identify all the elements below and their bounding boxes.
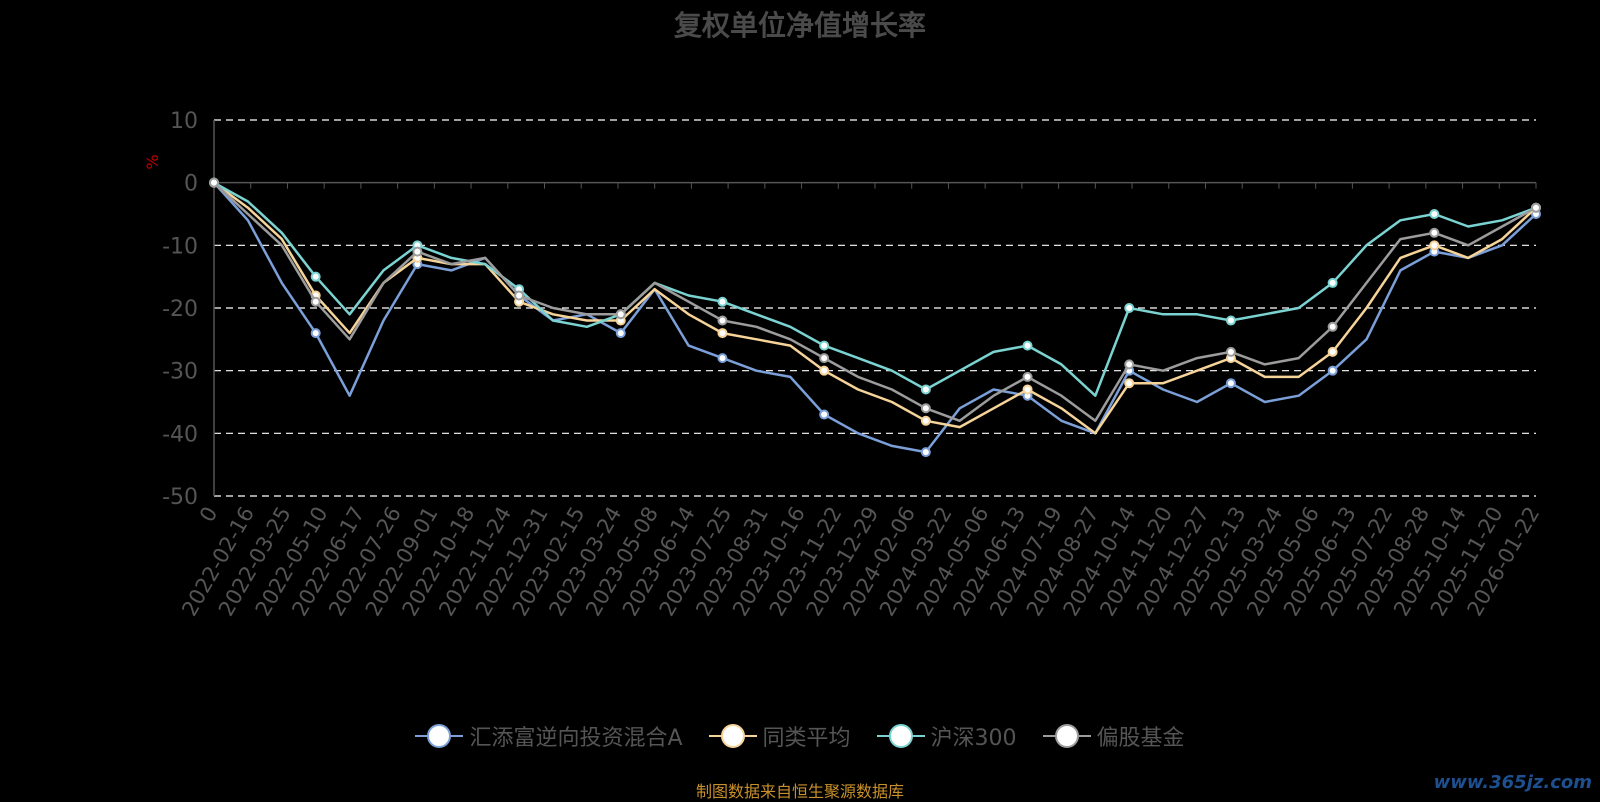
- series-point: [717, 353, 728, 364]
- series-point: [1124, 378, 1135, 389]
- legend-label: 偏股基金: [1096, 726, 1185, 751]
- series-point: [1124, 303, 1135, 313]
- legend: 汇添富逆向投资混合A 同类平均 沪深300 偏股基金: [0, 720, 1600, 752]
- legend-swatch-icon: [708, 723, 757, 749]
- series-point: [920, 415, 931, 426]
- series-point: [1225, 346, 1236, 357]
- series-point: [920, 447, 931, 458]
- series-point: [615, 328, 626, 339]
- legend-label: 沪深300: [930, 726, 1017, 751]
- series-point: [1022, 384, 1033, 395]
- series-line-1: [213, 181, 1537, 454]
- series-point: [310, 271, 321, 282]
- series-point: [1225, 378, 1236, 389]
- legend-swatch-icon: [876, 723, 925, 749]
- legend-item-3[interactable]: 沪深300: [876, 720, 1017, 752]
- y-tick-label: 0: [184, 172, 198, 197]
- series-point: [514, 290, 525, 301]
- series-point: [1225, 315, 1236, 326]
- series-point: [920, 384, 931, 395]
- series-point: [1124, 359, 1135, 370]
- series-line-4: [213, 181, 1537, 423]
- series-point: [615, 309, 626, 320]
- source-note: 制图数据来自恒生聚源数据库: [695, 782, 904, 801]
- legend-swatch-icon: [1042, 723, 1091, 749]
- series-point: [412, 246, 423, 257]
- y-tick-label: -20: [162, 297, 198, 322]
- series-point: [1327, 346, 1338, 357]
- legend-item-1[interactable]: 汇添富逆向投资混合A: [415, 720, 683, 752]
- series-point: [310, 328, 321, 339]
- series-point: [819, 340, 830, 351]
- series-point: [1429, 209, 1440, 219]
- y-tick-label: -10: [162, 234, 198, 259]
- y-tick-label: -30: [162, 360, 198, 385]
- series-point: [717, 296, 728, 307]
- legend-item-2[interactable]: 同类平均: [708, 720, 851, 752]
- y-tick-label: -40: [162, 422, 198, 447]
- series-line-3: [213, 181, 1537, 397]
- series-point: [1429, 240, 1440, 251]
- series-point: [310, 296, 321, 307]
- series-point: [1022, 340, 1033, 351]
- series-point: [819, 409, 830, 420]
- series-point: [1429, 227, 1440, 238]
- y-tick-label: -50: [162, 485, 198, 510]
- series-point: [1327, 277, 1338, 288]
- series-point: [209, 177, 219, 188]
- series-point: [1327, 321, 1338, 332]
- series-point: [1531, 202, 1541, 213]
- y-tick-label: 10: [170, 109, 198, 134]
- series-point: [920, 403, 931, 414]
- legend-item-4[interactable]: 偏股基金: [1042, 720, 1185, 752]
- chart-title: 复权单位净值增长率: [673, 9, 926, 42]
- watermark: www.365jz.com: [1433, 772, 1592, 793]
- series-point: [1022, 371, 1033, 382]
- x-tick-label: 0: [195, 503, 222, 527]
- legend-label: 同类平均: [762, 726, 851, 751]
- series-point: [819, 365, 830, 376]
- series-point: [717, 328, 728, 339]
- series-line-2: [213, 181, 1537, 435]
- series-point: [717, 315, 728, 326]
- legend-swatch-icon: [415, 723, 464, 749]
- series-point: [1327, 365, 1338, 376]
- series-point: [819, 353, 830, 364]
- legend-label: 汇添富逆向投资混合A: [469, 726, 683, 751]
- y-axis-label: %: [143, 154, 162, 169]
